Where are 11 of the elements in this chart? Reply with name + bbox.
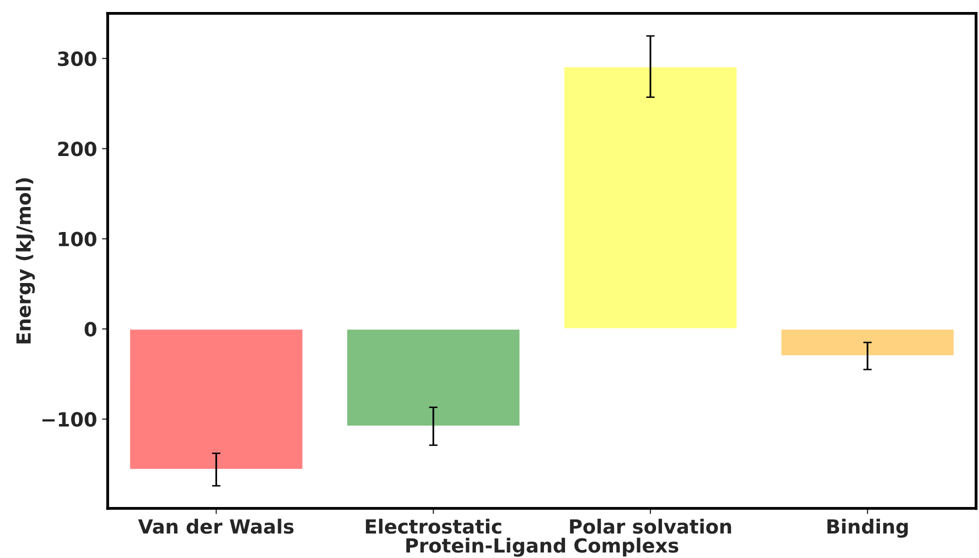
y-tick-label: 200: [58, 142, 96, 156]
x-tick-label: Van der Waals: [138, 518, 294, 534]
x-axis-title: Protein-Ligand Complexs: [406, 538, 678, 557]
x-tick-label: Polar solvation: [570, 518, 732, 534]
y-tick-label: 100: [58, 232, 96, 246]
y-tick-label: −100: [42, 412, 96, 427]
y-tick-label: 300: [58, 51, 96, 66]
x-tick-label: Binding: [827, 518, 908, 538]
x-tick-label: Electrostatic: [366, 518, 502, 534]
y-axis-title: Energy (kJ/mol): [16, 178, 35, 344]
y-tick-label: 0: [84, 322, 96, 337]
